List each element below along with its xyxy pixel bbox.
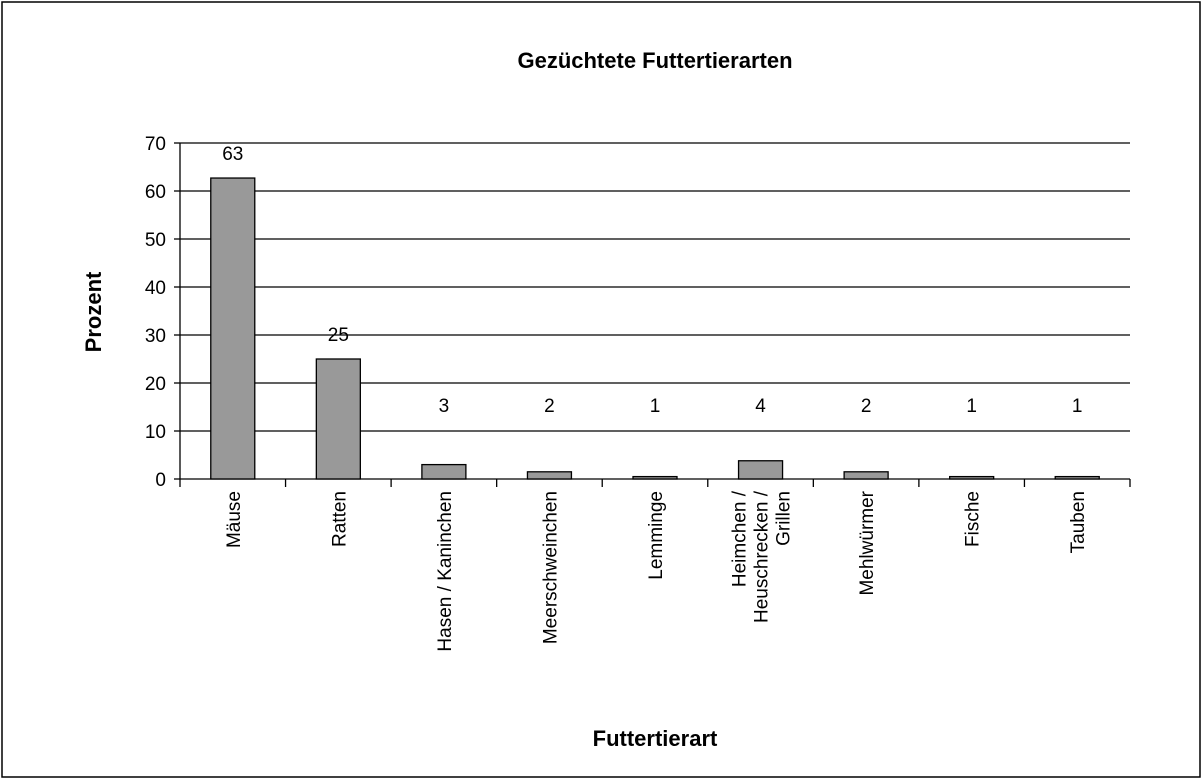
y-tick-label: 0	[155, 470, 166, 491]
y-tick-label: 40	[145, 278, 166, 299]
y-tick-label: 70	[145, 134, 166, 155]
y-tick-label: 50	[145, 230, 166, 251]
bar	[1054, 475, 1100, 480]
chart-title: Gezüchtete Futtertierarten	[517, 48, 792, 73]
data-label: 1	[1072, 396, 1083, 417]
data-label: 4	[755, 396, 766, 417]
y-tick-label: 60	[145, 182, 166, 203]
x-tick-label: Mäuse	[224, 491, 245, 548]
data-label: 3	[439, 396, 450, 417]
y-axis-label: Prozent	[81, 271, 106, 352]
data-label: 63	[222, 144, 243, 165]
bar	[315, 358, 361, 480]
x-tick-label: Ratten	[329, 491, 350, 547]
x-tick-label: Mehlwürmer	[857, 490, 878, 595]
data-label: 2	[544, 396, 555, 417]
bar	[526, 471, 573, 480]
bar	[843, 471, 889, 480]
data-label: 25	[328, 325, 349, 346]
x-tick-label: Fische	[963, 491, 984, 547]
data-label: 1	[966, 396, 977, 417]
x-tick-label: Hasen / Kaninchen	[435, 491, 456, 652]
data-label: 1	[650, 396, 661, 417]
bar	[210, 177, 256, 480]
x-tick-label: Meerschweinchen	[540, 491, 561, 644]
x-axis-label: Futtertierart	[593, 726, 718, 751]
bar	[737, 460, 784, 480]
y-tick-label: 30	[145, 326, 166, 347]
bar	[949, 475, 995, 480]
x-tick-label: Tauben	[1068, 491, 1089, 553]
bar	[421, 463, 467, 480]
bar	[632, 475, 678, 480]
x-tick-label: Lemminge	[646, 491, 667, 580]
data-label: 2	[861, 396, 872, 417]
y-tick-label: 20	[145, 374, 166, 395]
x-tick-label: Heimchen /Heuschrecken /Grillen	[730, 490, 795, 623]
y-tick-label: 10	[145, 422, 166, 443]
